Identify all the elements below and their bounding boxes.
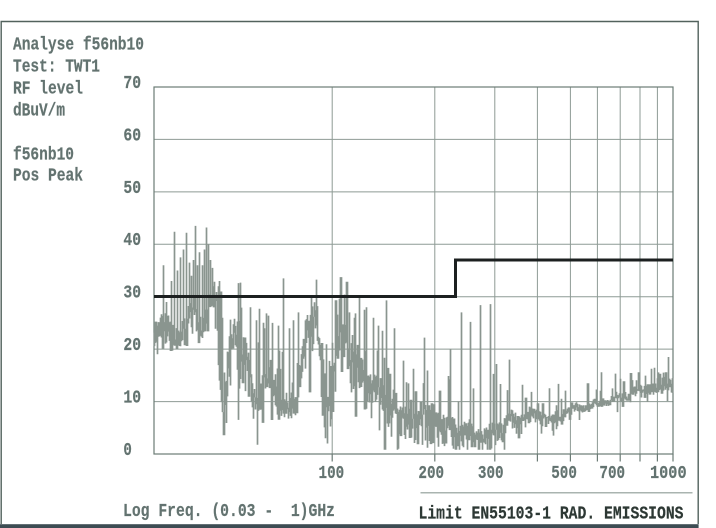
svg-text:f56nb10: f56nb10 (13, 146, 74, 166)
svg-text:Limit EN55103-1 RAD. EMISSIONS: Limit EN55103-1 RAD. EMISSIONS (419, 505, 684, 525)
svg-text:40: 40 (123, 231, 141, 251)
svg-text:Analyse f56nb10: Analyse f56nb10 (13, 36, 144, 56)
svg-text:1000: 1000 (650, 464, 687, 484)
svg-text:Test: TWT1: Test: TWT1 (13, 58, 100, 78)
svg-text:500: 500 (551, 464, 577, 484)
svg-text:10: 10 (123, 388, 141, 408)
svg-text:200: 200 (418, 464, 444, 484)
svg-text:RF level: RF level (13, 80, 83, 100)
svg-text:300: 300 (478, 464, 504, 484)
svg-text:Pos Peak: Pos Peak (13, 167, 83, 187)
svg-text:20: 20 (123, 336, 141, 356)
svg-text:60: 60 (123, 126, 141, 146)
svg-text:100: 100 (319, 464, 345, 484)
svg-text:Log Freq. (0.03 - 1)GHz: Log Freq. (0.03 - 1)GHz (123, 502, 335, 522)
svg-text:dBuV/m: dBuV/m (13, 102, 65, 122)
svg-text:30: 30 (123, 284, 141, 304)
svg-text:0: 0 (123, 441, 131, 461)
svg-text:70: 70 (123, 74, 141, 94)
svg-text:700: 700 (599, 464, 625, 484)
svg-text:50: 50 (123, 179, 141, 199)
